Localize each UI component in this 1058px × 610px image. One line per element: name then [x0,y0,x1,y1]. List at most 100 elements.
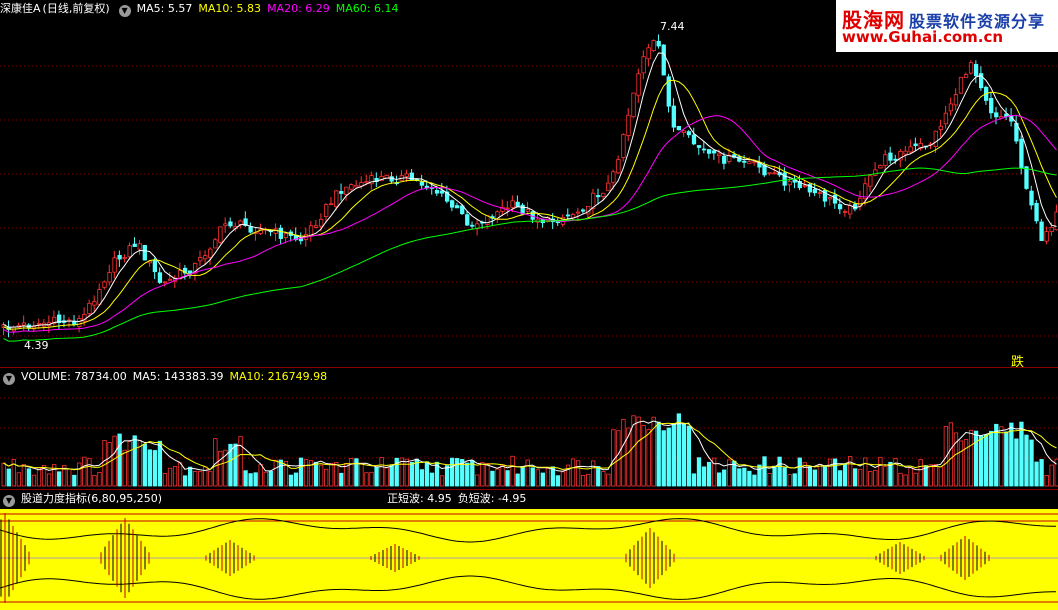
volume-bar [303,459,309,487]
volume-bar [253,472,258,487]
volume-bar [318,464,324,487]
price-panel[interactable]: 深康佳A (日线,前复权) ▼ MA5: 5.57 MA10: 5.83 MA20: 6.… [0,0,1058,367]
volume-bar [535,469,540,487]
candle-body [248,226,253,233]
volume-bar [686,425,692,487]
candle-body [147,260,153,264]
indicator-panel[interactable]: ▼ 股道力度指标(6,80,95,250) 正短波: 4.95 负短波: -4.95 [0,489,1058,610]
volume-bar [480,462,485,487]
volume-bar [706,461,712,487]
chevron-down-icon[interactable]: ▼ [118,5,131,17]
volume-bar [439,475,445,487]
volume-bar [575,460,581,487]
candle-body [137,243,142,250]
volume-bar [722,469,727,487]
candle-body [1019,138,1024,169]
volume-bar [701,466,707,487]
candle-body [641,56,646,74]
candle-body [873,169,878,176]
volume-bar [182,475,188,487]
volume-bar [449,457,455,487]
volume-bar [858,468,863,487]
volume-bar [1049,464,1054,487]
volume-chart[interactable] [0,368,1058,490]
volume-bar [364,472,369,487]
volume-panel[interactable]: ▼ VOLUME: 78734.00 MA5: 143383.39 MA10: 216… [0,367,1058,490]
volume-bar [515,473,520,487]
volume-ma10: MA10: 216749.98 [229,370,328,383]
candle-body [812,189,818,194]
volume-bar [107,442,112,487]
volume-bar [167,467,173,487]
volume-bar [1024,434,1029,487]
candle-body [651,40,656,51]
candle-body [963,74,969,79]
volume-bar [616,430,621,487]
candle-body [92,301,97,306]
volume-bar [928,464,933,487]
volume-bar [465,462,470,487]
candle-body [228,221,233,227]
volume-bar [893,458,898,487]
volume-bar [580,474,586,487]
volume-bar [661,430,666,487]
volume-bar [132,435,137,487]
volume-bar [767,473,772,487]
candle-body [565,214,571,217]
candle-body [656,40,661,47]
volume-bar [565,464,571,487]
volume-bar [601,471,606,487]
candle-body [601,192,606,198]
volume-bar [228,443,233,487]
volume-bar [999,426,1004,487]
candle-body [762,164,767,176]
stock-name: 深康佳A [0,2,41,15]
volume-bar [57,471,62,487]
volume-bar [903,474,908,487]
chevron-down-icon[interactable]: ▼ [3,373,15,385]
price-chart[interactable] [0,0,1058,367]
candle-body [837,204,843,210]
candle-body [112,257,117,273]
volume-bar [878,456,883,487]
ma20-label: MA20: 6.29 [267,2,330,15]
candle-body [349,184,354,190]
volume-bar [16,472,22,487]
volume-bar [188,466,193,487]
candle-body [339,191,344,194]
candle-body [883,154,888,166]
volume-bar [122,449,127,487]
candle-body [460,205,465,215]
candle-body [505,207,510,210]
candle-body [968,62,974,74]
volume-bar [984,434,989,487]
candle-body [439,190,445,194]
candle-body [807,184,812,193]
candle-body [772,172,777,175]
candle-body [198,257,203,262]
volume-bar [223,449,228,487]
volume-bar [147,449,153,487]
candle-body [943,112,949,125]
volume-bar [848,456,853,487]
volume-bar [490,470,495,487]
candle-body [580,209,586,212]
neg-wave-label: 负短波: -4.95 [457,492,527,505]
candle-body [742,160,747,163]
volume-bar [631,415,636,487]
candle-body [313,225,319,228]
high-label: 7.44 [660,20,685,33]
volume-bar [747,470,752,487]
indicator-chart[interactable] [0,490,1058,610]
volume-bar [157,440,163,487]
volume-bar [802,462,807,487]
candle-body [193,262,198,274]
volume-bar [908,467,913,487]
candle-body [404,173,409,177]
candle-body [691,134,697,145]
ma10-line [3,79,1057,330]
chevron-down-icon[interactable]: ▼ [3,495,15,507]
volume-bar [873,469,878,487]
volume-bar [898,472,903,487]
candle-body [848,205,853,215]
